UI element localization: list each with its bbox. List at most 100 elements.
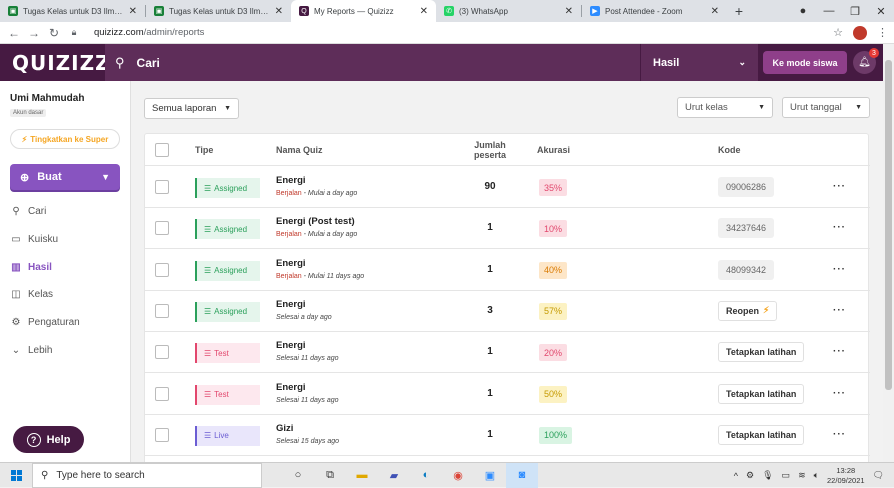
- header-type[interactable]: Tipe: [195, 145, 214, 155]
- table-row[interactable]: ☰ Live Gizi Selesai 15 days ago 1 100% Tetapka…: [145, 415, 870, 456]
- chrome-icon[interactable]: ◉: [453, 469, 463, 482]
- browser-tab[interactable]: ▣ Tugas Kelas untuk D3 Ilmu G ✕: [0, 0, 145, 22]
- sidebar-item-pengaturan[interactable]: ⚙︎ Pengaturan: [10, 314, 80, 330]
- browser-tab[interactable]: ▶ Post Attendee - Zoom ✕: [582, 0, 727, 22]
- quizizz-logo[interactable]: QUIZIZZ: [12, 50, 111, 75]
- search-bar[interactable]: ⚲ Cari: [105, 44, 640, 81]
- volume-icon[interactable]: 🔈︎: [813, 470, 820, 480]
- help-button[interactable]: ? Help: [13, 426, 84, 453]
- more-options-icon[interactable]: ···: [833, 428, 846, 440]
- close-window-icon[interactable]: ✕: [876, 5, 886, 18]
- minimize-icon[interactable]: —: [823, 5, 835, 17]
- notifications-icon[interactable]: 🗨︎: [872, 470, 884, 480]
- close-tab-icon[interactable]: ✕: [710, 5, 719, 17]
- quiz-name[interactable]: Energi: [276, 257, 306, 269]
- header-code[interactable]: Kode: [718, 145, 741, 155]
- assign-practice-button[interactable]: Tetapkan latihan: [718, 424, 805, 445]
- upgrade-button[interactable]: ⚡︎ Tingkatkan ke Super: [10, 129, 120, 149]
- bookmark-star-icon[interactable]: ☆: [833, 27, 843, 39]
- table-row[interactable]: ☰ Assigned Energi Selesai a day ago 3 57% Reop…: [145, 291, 870, 332]
- task-view-icon[interactable]: ⧉: [326, 468, 334, 481]
- sidebar-item-cari[interactable]: ⚲ Cari: [10, 203, 46, 219]
- microphone-icon[interactable]: 🎙︎: [762, 470, 774, 480]
- header-quiz-name[interactable]: Nama Quiz: [276, 145, 323, 155]
- quiz-name[interactable]: Energi: [276, 298, 306, 310]
- quiz-name[interactable]: Energi: [276, 175, 306, 186]
- url-field[interactable]: quizizz.com/admin/reports: [94, 27, 833, 38]
- tray-chevron-icon[interactable]: ^: [733, 470, 739, 481]
- more-options-icon[interactable]: ···: [833, 304, 846, 316]
- zoom-taskbar-icon[interactable]: ▣: [484, 469, 496, 482]
- network-icon[interactable]: ⚙︎: [746, 470, 755, 480]
- reopen-button[interactable]: Reopen ⚡︎: [718, 300, 778, 321]
- more-options-icon[interactable]: ···: [833, 222, 846, 234]
- close-tab-icon[interactable]: ✕: [564, 5, 573, 17]
- quiz-name[interactable]: Energi (Post test): [276, 216, 355, 228]
- assign-practice-button[interactable]: Tetapkan latihan: [718, 342, 805, 363]
- assign-practice-button[interactable]: Tetapkan latihan: [718, 383, 805, 404]
- quiz-name[interactable]: Energi: [276, 381, 306, 393]
- row-checkbox[interactable]: [155, 221, 169, 236]
- page-scrollbar[interactable]: [883, 44, 894, 462]
- forward-icon[interactable]: →: [28, 25, 40, 40]
- row-checkbox[interactable]: [155, 427, 169, 442]
- app-icon[interactable]: ▰: [389, 469, 399, 482]
- browser-tab[interactable]: ✆ (3) WhatsApp ✕: [436, 0, 581, 22]
- back-icon[interactable]: ←: [8, 25, 20, 40]
- student-mode-button[interactable]: Ke mode siswa: [763, 51, 847, 74]
- quiz-name[interactable]: Energi: [276, 340, 306, 352]
- sidebar-item-kelas[interactable]: ◫ Kelas: [10, 286, 53, 302]
- wifi-icon[interactable]: ≋: [798, 470, 806, 480]
- more-options-icon[interactable]: ···: [833, 346, 846, 358]
- row-checkbox[interactable]: [155, 180, 169, 194]
- header-participants[interactable]: Jumlah peserta: [465, 134, 515, 166]
- select-all-checkbox[interactable]: [155, 143, 169, 157]
- close-tab-icon[interactable]: ✕: [128, 5, 137, 17]
- row-checkbox[interactable]: [155, 262, 169, 277]
- active-app-icon[interactable]: ◙: [506, 462, 538, 488]
- reload-icon[interactable]: ↻: [48, 25, 60, 40]
- start-button[interactable]: [0, 463, 32, 488]
- edge-icon[interactable]: ◐: [422, 469, 430, 481]
- browser-tab[interactable]: Q My Reports — Quizizz ✕: [291, 0, 436, 22]
- table-row[interactable]: ☰ Test Energi Selesai 11 days ago 1 20% Tetapk…: [145, 332, 870, 374]
- browser-tab[interactable]: ▣ Tugas Kelas untuk D3 Ilmu G ✕: [146, 0, 291, 22]
- header-accuracy[interactable]: Akurasi: [537, 145, 571, 155]
- sidebar-item-lebih[interactable]: ⌄ Lebih: [10, 342, 53, 358]
- profile-avatar[interactable]: [853, 25, 867, 40]
- close-tab-icon[interactable]: ✕: [274, 5, 283, 17]
- sort-date-select[interactable]: Urut tanggal ▼: [782, 97, 870, 118]
- browser-menu-icon[interactable]: ⋮: [877, 27, 888, 39]
- row-checkbox[interactable]: [155, 345, 169, 360]
- clock[interactable]: 13:28 22/09/2021: [827, 466, 865, 486]
- table-row[interactable]: ☰ Assigned Energi (Post test) Berjalan - Mu…: [145, 208, 870, 250]
- table-row[interactable]: ☰ Assigned Energi Berjalan - Mulai 11 days …: [145, 250, 870, 291]
- table-row[interactable]: ☰ Assigned Energi Berjalan - Mulai a day ag…: [145, 167, 870, 208]
- table-row[interactable]: ☰ Test Energi Selesai 11 days ago 1 50% Tetapk…: [145, 374, 870, 415]
- more-options-icon[interactable]: ···: [833, 181, 846, 192]
- maximize-icon[interactable]: ❐: [850, 5, 860, 18]
- scrollbar-thumb[interactable]: [885, 60, 892, 390]
- more-options-icon[interactable]: ···: [833, 387, 846, 399]
- close-tab-icon[interactable]: ✕: [419, 5, 428, 17]
- notification-bell[interactable]: 🔔︎ 3: [853, 48, 879, 74]
- report-filter-select[interactable]: Semua laporan ▼: [144, 98, 239, 119]
- quiz-code[interactable]: 48099342: [718, 259, 775, 280]
- sort-class-select[interactable]: Urut kelas ▼: [677, 97, 773, 118]
- sidebar-item-hasil[interactable]: ▥ Hasil: [10, 259, 52, 275]
- row-checkbox[interactable]: [155, 386, 169, 401]
- section-dropdown[interactable]: Hasil ⌄: [640, 44, 758, 81]
- profile-icon[interactable]: ●: [799, 5, 807, 17]
- row-checkbox[interactable]: [155, 303, 169, 318]
- file-explorer-icon[interactable]: ▬: [356, 469, 368, 481]
- cortana-icon[interactable]: ○: [294, 469, 302, 481]
- quiz-code[interactable]: 09006286: [718, 177, 775, 197]
- taskbar-search[interactable]: ⚲ Type here to search: [32, 462, 262, 488]
- quiz-code[interactable]: 34237646: [718, 218, 775, 239]
- quiz-name[interactable]: Gizi: [276, 422, 294, 434]
- create-button[interactable]: ⊕ Buat ▼: [10, 164, 120, 190]
- more-options-icon[interactable]: ···: [833, 263, 846, 275]
- battery-icon[interactable]: ▭: [781, 470, 791, 480]
- new-tab-button[interactable]: +: [734, 3, 744, 19]
- sidebar-item-kuisku[interactable]: ▭ Kuisku: [10, 231, 58, 247]
